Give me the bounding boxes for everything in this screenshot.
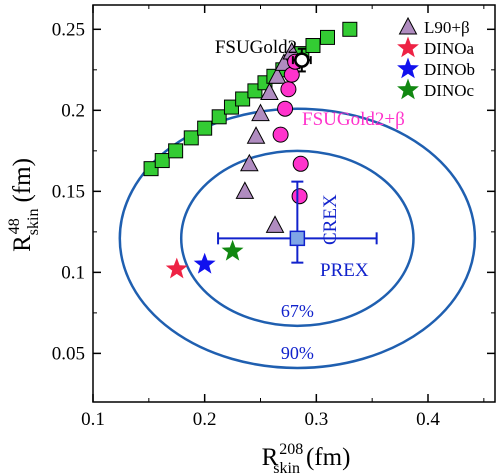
ellipse-0 (179, 149, 415, 328)
ellipse-label-1: 90% (281, 343, 314, 363)
x-axis-title-sub: skin (273, 460, 300, 476)
series-1-point (235, 181, 255, 199)
series-5-point (221, 239, 244, 261)
y-tick-label: 0.1 (61, 262, 85, 283)
x-axis-title-sup: 208 (279, 441, 303, 458)
series-1-point (265, 215, 285, 233)
series-0-point (183, 130, 199, 146)
series-0-point (168, 143, 184, 159)
series-2-point (292, 155, 309, 172)
series-0-point (235, 91, 251, 107)
legend-marker-4 (397, 57, 419, 79)
x-axis-title-unit: (fm) (306, 444, 350, 471)
series-2-point (291, 188, 308, 205)
series-1-point (246, 126, 266, 144)
annotations: FSUGold2 FSUGold2+β PREX CREX (215, 37, 405, 281)
legend-marker-1 (398, 16, 418, 35)
legend-label-4: DINOb (424, 60, 475, 79)
series-0-point (342, 21, 358, 37)
series-3-point (165, 257, 188, 279)
series-0-point (143, 161, 159, 177)
y-tick-label: 0.05 (52, 343, 85, 364)
series-1-point (240, 153, 259, 172)
ellipse-1 (118, 107, 477, 370)
y-axis-title-unit: (fm) (9, 158, 36, 202)
y-axis-title-sup: 48 (6, 218, 23, 234)
measurement-layer (217, 47, 378, 264)
series-0-point (197, 120, 213, 136)
x-tick-label: 0.2 (193, 409, 217, 430)
series-1-point (267, 66, 287, 84)
legend-label-5: DINOc (424, 81, 474, 100)
series-0-point (154, 153, 170, 169)
series-1-point (260, 82, 279, 101)
x-axis-title: R208 skin (fm) (262, 441, 351, 476)
y-axis-title-main: R (9, 235, 36, 252)
plot-frame (92, 4, 496, 403)
prex-crex-point (289, 230, 306, 247)
legend-marker-5 (397, 78, 419, 100)
x-tick-label: 0.1 (81, 409, 105, 430)
y-axis-title: R48 skin (fm) (6, 158, 42, 252)
axis-ticks: 0.1 0.2 0.3 0.4 0.05 0.1 0.15 0.2 0.25 (52, 5, 495, 430)
label-prex: PREX (320, 260, 369, 281)
label-fsugold2-beta: FSUGold2+β (302, 109, 405, 130)
legend-label-1: L90+β (424, 18, 470, 37)
x-axis-title-main: R (262, 444, 279, 471)
series-2-point (272, 126, 289, 143)
label-crex: CREX (320, 194, 341, 245)
series-0-point (320, 29, 335, 45)
legend-marker-3 (397, 36, 419, 58)
fsugold2-point (294, 52, 310, 68)
series-1-point (251, 103, 270, 122)
y-tick-label: 0.2 (61, 100, 85, 121)
ellipse-label-0: 67% (281, 301, 314, 321)
y-axis-title-sub: skin (25, 209, 42, 236)
series-0-point (223, 99, 239, 115)
legend-label-3: DINOa (424, 39, 474, 58)
series-0-point (305, 38, 321, 54)
y-tick-label: 0.15 (52, 181, 85, 202)
legend: L90+β DINOa DINOb DINOc (397, 16, 475, 100)
confidence-ellipses: 67% 90% (118, 107, 477, 370)
x-tick-label: 0.4 (416, 409, 440, 430)
x-tick-label: 0.3 (304, 409, 328, 430)
series-2-point (277, 100, 294, 117)
series-2-point (280, 81, 297, 98)
series-0-point (211, 109, 227, 125)
data-series (143, 21, 358, 279)
series-4-point (193, 252, 216, 274)
label-fsugold2: FSUGold2 (215, 37, 297, 58)
y-tick-label: 0.25 (52, 19, 85, 40)
